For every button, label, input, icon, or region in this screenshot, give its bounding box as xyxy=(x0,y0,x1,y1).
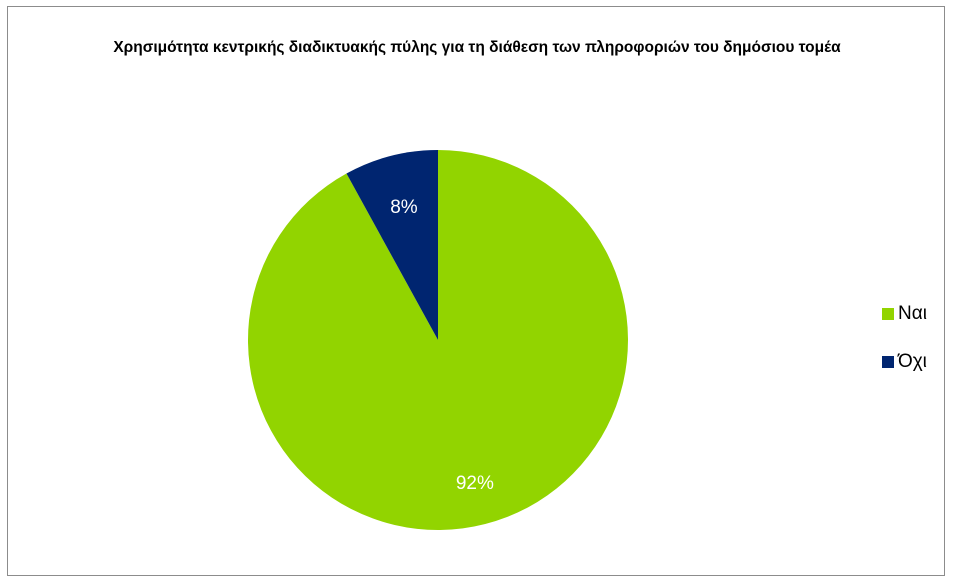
legend-label-no: Όχι xyxy=(898,351,927,372)
chart-title: Χρησιμότητα κεντρικής διαδικτυακής πύλης… xyxy=(113,39,841,56)
data-label-no: 8% xyxy=(390,197,418,218)
legend-swatch-no xyxy=(882,356,894,368)
pie-slices xyxy=(247,150,628,531)
data-label-yes: 92% xyxy=(456,473,494,494)
pie-slice-yes xyxy=(247,150,628,531)
legend-item-yes: Ναι xyxy=(882,302,927,326)
pie-labels: 92% 8% xyxy=(390,197,494,494)
legend: Ναι Όχι xyxy=(882,302,927,398)
legend-swatch-yes xyxy=(882,308,894,320)
pie-slice-no xyxy=(346,150,438,340)
legend-label-yes: Ναι xyxy=(898,303,927,324)
legend-item-no: Όχι xyxy=(882,350,927,374)
